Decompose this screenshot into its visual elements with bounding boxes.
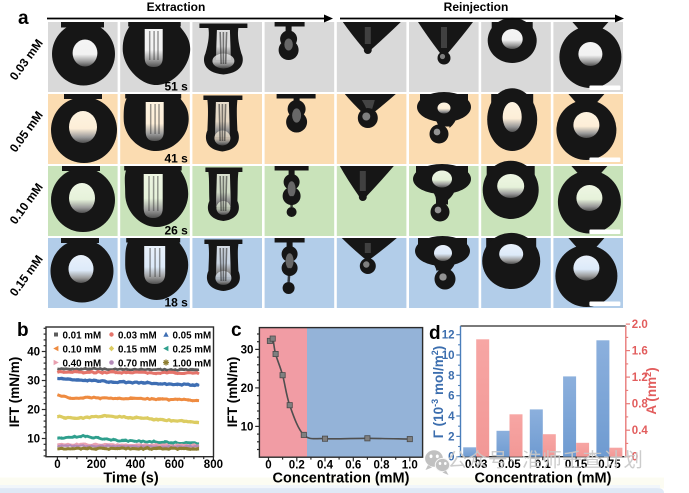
- svg-text:0.6: 0.6: [345, 460, 361, 472]
- svg-text:Time (s): Time (s): [103, 471, 159, 487]
- svg-text:d: d: [429, 323, 441, 344]
- svg-text:Concentration (mM): Concentration (mM): [273, 471, 410, 487]
- svg-text:1.00 mM: 1.00 mM: [173, 358, 212, 369]
- svg-text:0.03 mM: 0.03 mM: [118, 330, 157, 341]
- svg-text:0.10 mM: 0.10 mM: [63, 344, 102, 355]
- svg-text:0.01 mM: 0.01 mM: [63, 330, 102, 341]
- svg-text:0: 0: [265, 460, 271, 472]
- svg-text:0.8: 0.8: [374, 460, 391, 472]
- svg-text:10: 10: [442, 350, 455, 362]
- svg-text:40: 40: [27, 347, 40, 359]
- svg-text:2.0: 2.0: [632, 319, 648, 331]
- svg-text:0.40 mM: 0.40 mM: [63, 358, 102, 369]
- svg-text:600: 600: [165, 459, 184, 471]
- svg-text:Reinjection: Reinjection: [444, 0, 509, 14]
- svg-text:8: 8: [448, 370, 455, 382]
- svg-text:Γ (10-3 mol/m2): Γ (10-3 mol/m2): [430, 346, 446, 438]
- svg-text:Extraction: Extraction: [147, 0, 206, 14]
- svg-text:0: 0: [54, 459, 60, 471]
- svg-text:0.1: 0.1: [535, 459, 552, 471]
- svg-text:10: 10: [27, 434, 40, 446]
- svg-text:10: 10: [241, 421, 254, 433]
- svg-text:1.2: 1.2: [632, 372, 648, 384]
- svg-text:0.15: 0.15: [565, 459, 588, 471]
- svg-text:0.75: 0.75: [598, 459, 621, 471]
- svg-text:0.8: 0.8: [632, 399, 649, 411]
- svg-text:b: b: [17, 320, 29, 341]
- svg-text:20: 20: [241, 383, 254, 395]
- svg-text:0.25 mM: 0.25 mM: [173, 344, 212, 355]
- svg-text:400: 400: [126, 459, 145, 471]
- svg-text:c: c: [231, 320, 242, 341]
- svg-text:30: 30: [241, 344, 254, 356]
- svg-text:18 s: 18 s: [164, 296, 188, 310]
- svg-text:0.05 mM: 0.05 mM: [173, 330, 212, 341]
- svg-text:1.6: 1.6: [632, 346, 648, 358]
- svg-text:12: 12: [442, 330, 455, 342]
- svg-text:0: 0: [632, 452, 638, 464]
- svg-text:A (nm2): A (nm2): [643, 367, 659, 414]
- svg-text:IFT (mN/m): IFT (mN/m): [7, 357, 22, 428]
- svg-text:20: 20: [27, 405, 40, 417]
- svg-text:2: 2: [448, 431, 454, 443]
- svg-text:0.05: 0.05: [498, 459, 521, 471]
- svg-text:0.70 mM: 0.70 mM: [118, 358, 157, 369]
- svg-text:6: 6: [448, 391, 454, 403]
- svg-text:IFT (mN/m): IFT (mN/m): [225, 357, 240, 428]
- svg-text:51 s: 51 s: [164, 80, 188, 94]
- svg-text:4: 4: [448, 411, 455, 423]
- svg-text:0.2: 0.2: [289, 460, 305, 472]
- svg-text:0.4: 0.4: [632, 425, 649, 437]
- svg-text:0.15 mM: 0.15 mM: [118, 344, 157, 355]
- svg-text:26 s: 26 s: [164, 224, 188, 238]
- svg-text:1.0: 1.0: [402, 460, 418, 472]
- svg-text:30: 30: [27, 376, 40, 388]
- svg-text:41 s: 41 s: [164, 152, 188, 166]
- svg-text:Concentration (mM): Concentration (mM): [475, 471, 612, 487]
- svg-text:公众号· 淮师壬查计划: 公众号· 淮师壬查计划: [448, 450, 644, 472]
- svg-text:0.03: 0.03: [465, 459, 487, 471]
- svg-text:0: 0: [448, 452, 454, 464]
- svg-text:0.4: 0.4: [317, 460, 334, 472]
- svg-text:a: a: [18, 8, 29, 29]
- svg-text:200: 200: [87, 459, 106, 471]
- svg-text:800: 800: [204, 459, 223, 471]
